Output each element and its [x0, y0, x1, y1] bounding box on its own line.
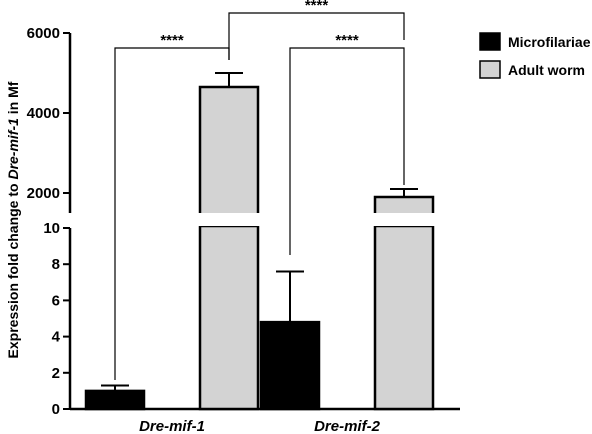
legend-swatch	[479, 60, 501, 79]
y-axis-label-part-2: Dre-mif-1	[5, 118, 21, 180]
y-lower-tick-label: 0	[52, 401, 60, 418]
bar	[373, 224, 435, 411]
y-lower-tick-label: 8	[52, 256, 60, 273]
y-upper-tick-label: 2000	[27, 185, 60, 202]
y-lower-tick-label: 10	[43, 220, 60, 237]
bar-upper	[198, 85, 260, 217]
legend-label: Adult worm	[508, 62, 585, 78]
legend: Microfilariae Adult worm	[479, 32, 591, 79]
significance-label: ****	[335, 32, 359, 49]
bar	[259, 320, 321, 411]
significance-bracket	[289, 47, 405, 255]
significance-bracket	[228, 12, 405, 60]
x-category-label: Dre-mif-1	[139, 418, 205, 434]
y-axis-label-part-1: Expression fold change to	[5, 180, 21, 359]
y-axis-label-part-3: in Mf	[5, 81, 21, 118]
y-upper-tick-label: 4000	[27, 105, 60, 122]
significance-label: ****	[160, 32, 184, 49]
y-lower-tick-label: 6	[52, 292, 60, 309]
bar	[198, 224, 260, 411]
bar	[84, 389, 146, 411]
axis-break-gap	[371, 213, 437, 226]
significance-brackets: **** **** ****	[114, 0, 405, 380]
x-category-label: Dre-mif-2	[314, 418, 381, 434]
y-axis-label: Expression fold change to Dre-mif-1 in M…	[5, 81, 21, 358]
legend-swatch	[479, 32, 501, 51]
y-lower-tick-label: 4	[52, 329, 61, 346]
bars	[84, 72, 437, 411]
y-upper-tick-label: 6000	[27, 25, 60, 42]
bar-upper	[373, 195, 435, 217]
axis-break-gap	[196, 213, 262, 226]
significance-label: ****	[305, 0, 329, 14]
legend-label: Microfilariae	[508, 34, 591, 50]
y-lower-tick-label: 2	[52, 365, 60, 382]
